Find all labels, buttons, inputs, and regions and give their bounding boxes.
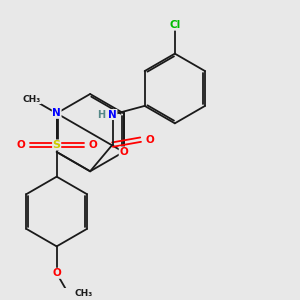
Text: H: H	[98, 110, 106, 119]
Text: O: O	[146, 135, 154, 145]
Text: Cl: Cl	[169, 20, 181, 30]
Text: O: O	[88, 140, 97, 150]
Text: S: S	[53, 140, 61, 150]
Text: O: O	[16, 140, 25, 150]
Text: O: O	[119, 147, 128, 157]
Text: CH₃: CH₃	[75, 290, 93, 298]
Text: CH₃: CH₃	[23, 94, 41, 103]
Text: O: O	[52, 268, 61, 278]
Text: N: N	[108, 110, 117, 119]
Text: N: N	[52, 108, 61, 118]
